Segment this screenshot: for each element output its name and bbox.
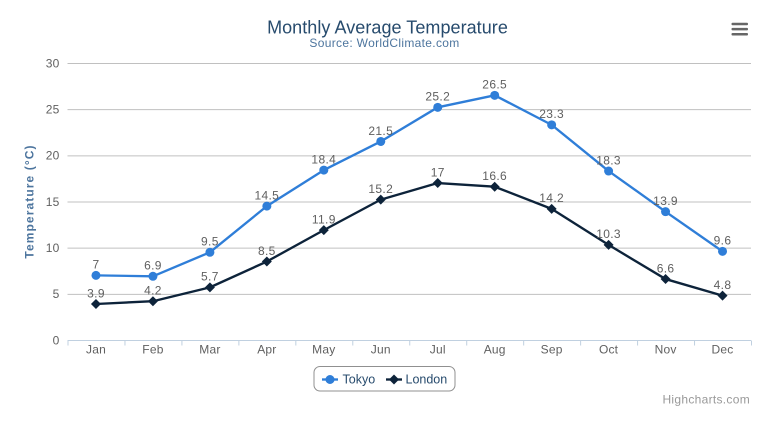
svg-text:13.9: 13.9 bbox=[653, 194, 678, 208]
svg-text:11.9: 11.9 bbox=[312, 212, 336, 226]
svg-text:14.2: 14.2 bbox=[539, 191, 564, 205]
svg-text:3.9: 3.9 bbox=[87, 286, 105, 300]
svg-text:Jan: Jan bbox=[86, 343, 106, 357]
svg-text:6.6: 6.6 bbox=[657, 261, 675, 275]
svg-text:Aug: Aug bbox=[484, 343, 506, 357]
svg-text:Highcharts.com: Highcharts.com bbox=[662, 392, 750, 406]
svg-text:Tokyo: Tokyo bbox=[343, 373, 376, 387]
svg-text:May: May bbox=[312, 343, 335, 357]
svg-text:25.2: 25.2 bbox=[425, 90, 450, 104]
svg-text:10: 10 bbox=[46, 241, 60, 255]
svg-text:0: 0 bbox=[53, 333, 60, 347]
svg-text:26.5: 26.5 bbox=[482, 78, 507, 92]
svg-text:21.5: 21.5 bbox=[368, 124, 393, 138]
svg-text:17: 17 bbox=[431, 165, 445, 179]
svg-text:Temperature (°C): Temperature (°C) bbox=[23, 144, 37, 258]
svg-text:5.7: 5.7 bbox=[201, 270, 219, 284]
svg-text:Jun: Jun bbox=[371, 343, 391, 357]
svg-text:14.5: 14.5 bbox=[254, 188, 279, 202]
svg-text:Jul: Jul bbox=[430, 343, 446, 357]
svg-text:Mar: Mar bbox=[199, 343, 220, 357]
svg-text:London: London bbox=[406, 373, 448, 387]
svg-text:16.6: 16.6 bbox=[482, 169, 507, 183]
svg-text:9.5: 9.5 bbox=[201, 235, 219, 249]
svg-text:Apr: Apr bbox=[257, 343, 276, 357]
svg-text:18.4: 18.4 bbox=[311, 152, 336, 166]
svg-text:4.2: 4.2 bbox=[144, 284, 162, 298]
svg-text:Feb: Feb bbox=[142, 343, 163, 357]
svg-text:Sep: Sep bbox=[541, 343, 563, 357]
svg-text:6.9: 6.9 bbox=[144, 259, 162, 273]
svg-text:5: 5 bbox=[53, 287, 60, 301]
svg-text:Source: WorldClimate.com: Source: WorldClimate.com bbox=[309, 36, 459, 50]
svg-text:Dec: Dec bbox=[712, 343, 734, 357]
svg-text:20: 20 bbox=[46, 149, 60, 163]
svg-text:30: 30 bbox=[46, 56, 60, 70]
svg-text:7: 7 bbox=[92, 258, 99, 272]
svg-text:Oct: Oct bbox=[599, 343, 619, 357]
svg-text:25: 25 bbox=[46, 102, 60, 116]
svg-text:Nov: Nov bbox=[655, 343, 677, 357]
svg-text:4.8: 4.8 bbox=[714, 278, 732, 292]
svg-text:Monthly Average Temperature: Monthly Average Temperature bbox=[267, 17, 508, 37]
svg-text:15.2: 15.2 bbox=[368, 182, 393, 196]
svg-text:10.3: 10.3 bbox=[596, 227, 621, 241]
svg-text:9.6: 9.6 bbox=[714, 234, 732, 248]
svg-text:8.5: 8.5 bbox=[258, 244, 276, 258]
svg-text:15: 15 bbox=[46, 195, 60, 209]
svg-text:23.3: 23.3 bbox=[539, 107, 564, 121]
svg-text:18.3: 18.3 bbox=[596, 153, 621, 167]
